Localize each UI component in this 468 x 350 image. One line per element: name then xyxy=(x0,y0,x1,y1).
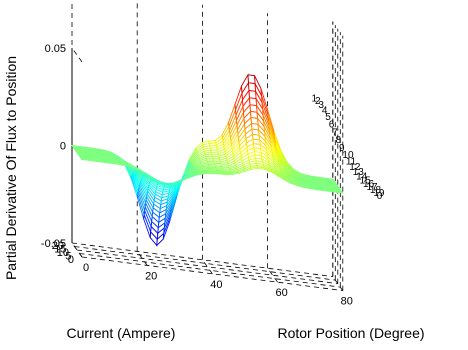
contour-label: 12 xyxy=(349,162,361,173)
y-tick-label: 20 xyxy=(52,240,64,252)
z-tick-label: 0.05 xyxy=(45,43,66,55)
grid-line xyxy=(71,47,83,63)
contour-label: 6 xyxy=(329,120,335,131)
surface-cell xyxy=(247,74,256,85)
contour-label: 16 xyxy=(363,179,375,190)
x-tick-label: 60 xyxy=(275,287,287,299)
contour-label: 3 xyxy=(318,100,324,111)
contour-label: 17 xyxy=(366,182,378,193)
surface-cell xyxy=(334,191,344,194)
contour-label: 10 xyxy=(342,150,354,161)
contour-label: 11 xyxy=(346,156,357,167)
grid-line xyxy=(267,267,278,283)
contour-label: 8 xyxy=(336,135,342,146)
grid-line xyxy=(71,242,333,277)
surface-cell xyxy=(204,172,214,174)
contour-label: 4 xyxy=(322,106,328,117)
x-tick-label: 80 xyxy=(341,296,353,308)
x-tick-label: 20 xyxy=(145,270,157,282)
y-tick-label: 10 xyxy=(57,247,69,259)
grid-line xyxy=(79,253,341,288)
x-tick-label: 0 xyxy=(83,262,89,274)
grid-line xyxy=(76,249,338,284)
grid-line xyxy=(332,276,344,291)
contour-label: 1 xyxy=(312,93,318,104)
contour-label: 0 xyxy=(377,191,383,202)
contour-label: 13 xyxy=(353,167,365,178)
x-tick-label: 40 xyxy=(210,279,222,291)
y-axis-label: Current (Ampere) xyxy=(67,325,176,341)
z-tick-label: 0 xyxy=(60,141,66,153)
grid-line xyxy=(71,242,83,258)
y-tick-label: 15 xyxy=(54,244,66,256)
grid-line xyxy=(81,256,343,291)
grid-line xyxy=(74,246,336,281)
contour-label: 18 xyxy=(370,185,382,196)
contour-label: 7 xyxy=(332,127,338,138)
surface-cell xyxy=(248,82,257,92)
x-axis-label: Rotor Position (Degree) xyxy=(277,325,424,341)
contour-label: 9 xyxy=(339,143,345,154)
surface-cell xyxy=(224,173,233,175)
grid-line xyxy=(136,251,148,266)
y-tick-label: 5 xyxy=(65,251,71,263)
contour-label: 2 xyxy=(315,96,321,107)
z-axis-label: Partial Derivative Of Flux to Position xyxy=(3,56,19,280)
contour-label: 15 xyxy=(360,175,372,186)
surface-mesh xyxy=(71,73,344,247)
contour-label: 5 xyxy=(325,112,331,123)
contour-label: 14 xyxy=(356,172,368,183)
contour-label: 19 xyxy=(373,188,385,199)
y-tick-label: 0 xyxy=(68,254,74,266)
z-tick-label: -0.05 xyxy=(41,238,66,250)
grid-line xyxy=(202,259,213,275)
